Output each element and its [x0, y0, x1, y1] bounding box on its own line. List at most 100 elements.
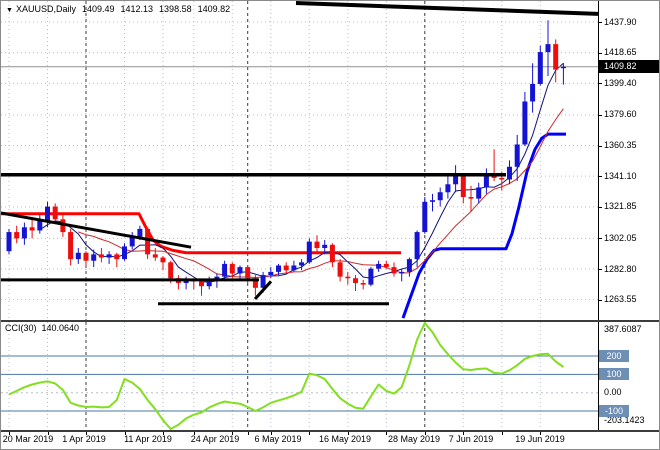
time-axis-label: 19 Jun 2019	[515, 434, 565, 444]
price-axis-tick	[598, 114, 602, 116]
time-axis-tick	[47, 432, 49, 435]
time-axis-tick	[9, 432, 10, 435]
candle-body	[430, 200, 435, 202]
candle-body	[399, 271, 405, 274]
trendline	[295, 1, 598, 16]
candle-body	[60, 219, 66, 233]
time-axis-tick	[540, 432, 542, 435]
candle-body	[522, 101, 528, 145]
ohlc-high: 1412.13	[120, 4, 154, 14]
candle-body	[376, 263, 382, 269]
panel-divider[interactable]	[1, 320, 659, 322]
time-axis-tick	[232, 432, 234, 435]
time-axis-divider	[1, 430, 659, 432]
cci-level-label: -100	[599, 405, 629, 418]
candle-body	[299, 262, 305, 266]
time-axis-label: 24 Apr 2019	[190, 434, 240, 444]
candle-body	[306, 241, 312, 263]
price-axis-tick	[598, 52, 602, 54]
candle-body	[322, 244, 328, 248]
time-axis-tick	[501, 432, 503, 435]
candle-body	[345, 276, 351, 279]
price-axis-tick	[598, 176, 602, 178]
candle-body	[337, 262, 343, 277]
blue-stop-line	[401, 132, 566, 319]
candle-body	[507, 166, 512, 180]
candle-body	[199, 281, 204, 287]
candle-body	[314, 241, 320, 248]
candle-body	[545, 44, 551, 53]
main-chart-panel[interactable]	[1, 1, 598, 320]
time-axis-label: 7 Jun 2019	[448, 434, 494, 444]
candle-body	[91, 254, 97, 261]
candle-body	[530, 83, 536, 102]
candle-body	[122, 246, 127, 260]
candle-body	[6, 232, 12, 252]
candle-body	[468, 197, 474, 199]
price-axis-label: 1437.90	[604, 16, 637, 27]
cci-max-label: 387.6087	[604, 324, 642, 334]
cci-chart-canvas	[1, 322, 598, 430]
candle-body	[168, 262, 174, 279]
time-axis-label: 6 May 2019	[254, 434, 302, 444]
time-axis-tick	[193, 432, 195, 435]
candlesticks	[6, 20, 566, 296]
price-axis-tick	[598, 269, 602, 270]
candle-body	[160, 257, 166, 263]
price-axis-label: 1379.60	[604, 109, 637, 120]
slow-ma-line	[78, 108, 564, 279]
candle-body	[514, 144, 520, 167]
candle-body	[383, 263, 389, 268]
time-axis[interactable]: 20 Mar 2019 1 Apr 2019 11 Apr 2019 24 Apr 2…	[1, 432, 659, 449]
price-axis-label: 1321.85	[604, 201, 637, 212]
current-price-label: 1409.82	[599, 60, 659, 74]
candle-body	[145, 228, 151, 255]
candle-body	[553, 44, 559, 70]
chart-title: ▼ XAUUSD,Daily 1409.49 1412.13 1398.58 1409.8…	[6, 4, 230, 16]
ohlc-open: 1409.49	[81, 4, 115, 14]
candle-body	[291, 265, 297, 271]
time-axis-tick	[309, 432, 311, 435]
candle-body	[52, 206, 58, 220]
time-axis-tick	[124, 432, 126, 435]
candle-body	[437, 192, 443, 201]
candle-body	[276, 265, 281, 272]
price-axis-label: 1263.55	[604, 294, 637, 305]
time-axis-label: 20 Mar 2019	[2, 434, 54, 444]
time-axis-tick	[247, 432, 249, 435]
price-chart-canvas	[1, 1, 598, 320]
candle-body	[283, 265, 289, 271]
time-axis-label: 16 May 2019	[318, 434, 372, 444]
cci-level-label: 200	[599, 350, 629, 363]
cci-indicator-panel[interactable]	[1, 322, 598, 430]
cci-indicator-label: CCI(30) 140.0640	[5, 323, 79, 334]
symbol-dropdown-icon[interactable]: ▼	[6, 7, 13, 14]
price-axis-tick	[598, 22, 602, 23]
candle-body	[268, 271, 274, 276]
candle-body	[560, 66, 566, 69]
candle-body	[260, 275, 266, 288]
candle-body	[137, 228, 143, 237]
candle-body	[45, 206, 50, 221]
cci-value: 140.0640	[41, 323, 80, 333]
time-axis-label: 11 Apr 2019	[124, 434, 172, 444]
candle-body	[353, 278, 358, 284]
price-axis-tick	[598, 83, 602, 85]
candle-body	[391, 267, 397, 274]
candle-body	[406, 259, 412, 272]
candle-body	[329, 244, 335, 263]
candle-body	[445, 184, 451, 193]
time-axis-tick	[463, 432, 465, 435]
trendline	[1, 211, 192, 249]
candle-body	[106, 254, 112, 258]
candle-body	[229, 263, 235, 274]
candle-body	[214, 276, 220, 280]
candle-body	[68, 232, 74, 260]
time-axis-tick	[86, 432, 87, 435]
ohlc-low: 1398.58	[159, 4, 192, 14]
cci-line	[8, 322, 564, 430]
time-axis-label: 1 Apr 2019	[62, 434, 106, 444]
candle-body	[252, 278, 258, 288]
candle-body	[453, 176, 459, 185]
candle-body	[414, 232, 420, 260]
